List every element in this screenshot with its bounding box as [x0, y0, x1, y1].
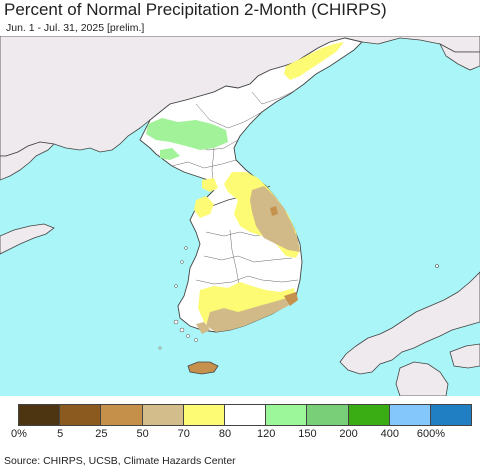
ulleung-island: [435, 264, 439, 268]
legend-swatch-1: [60, 405, 102, 425]
legend-swatch-7: [307, 405, 349, 425]
legend-swatch-6: [266, 405, 308, 425]
wet-patch-northwest: [160, 148, 180, 160]
legend-label-0: 0%: [11, 428, 27, 440]
jeju-island: [187, 361, 219, 375]
legend-label-3: 50: [136, 428, 149, 440]
legend-swatch-8: [348, 405, 390, 425]
legend-swatch-9: [389, 405, 431, 425]
dry-patch-center: [202, 178, 218, 192]
legend-swatch-5: [224, 405, 267, 425]
legend-swatch-0: [19, 405, 61, 425]
kyushu-land: [395, 361, 449, 396]
legend-swatch-3: [142, 405, 184, 425]
legend-label-4: 70: [177, 428, 190, 440]
legend-label-1: 5: [57, 428, 64, 440]
legend-label-2: 25: [95, 428, 108, 440]
legend-label-5: 80: [218, 428, 232, 440]
japan-land: [339, 271, 480, 375]
dry-patch-southwest-tan: [196, 322, 210, 334]
legend-swatch-2: [101, 405, 143, 425]
legend-label-7: 150: [298, 428, 317, 440]
map-title: Percent of Normal Precipitation 2-Month …: [4, 0, 387, 19]
wet-patch-north: [146, 118, 228, 150]
russia-land: [439, 43, 480, 71]
source-credit: Source: CHIRPS, UCSB, Climate Hazards Ce…: [4, 455, 236, 467]
legend-label-9: 400: [380, 428, 399, 440]
legend-swatch-10: [430, 405, 472, 425]
liaodong-land: [0, 141, 55, 181]
dry-patch-northeast: [284, 42, 344, 80]
dry-patch-west: [194, 196, 214, 218]
shandong-land: [0, 223, 55, 255]
precipitation-map: [0, 36, 480, 396]
shikoku-land: [449, 343, 480, 369]
legend-labels: 0% 5 25 50 70 80 120 150 200 400 600%: [0, 428, 480, 442]
dry-patch-east-tan: [250, 186, 300, 252]
map-subtitle: Jun. 1 - Jul. 31, 2025 [prelim.]: [6, 22, 145, 34]
legend-label-10: 600%: [416, 428, 446, 440]
coastal-islands: [158, 246, 198, 350]
legend-label-8: 200: [339, 428, 358, 440]
legend-swatch-4: [183, 405, 225, 425]
legend-label-6: 120: [257, 428, 276, 440]
legend-color-bar: [18, 404, 473, 426]
dry-patch-east-brown: [270, 206, 278, 216]
dry-patch-southeast-brown: [284, 292, 298, 306]
dry-patch-south-tan: [206, 296, 294, 332]
